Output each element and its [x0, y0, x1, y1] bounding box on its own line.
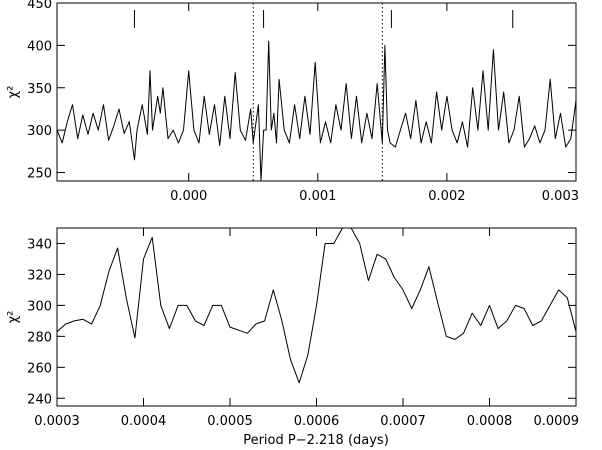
x-tick-label-2: 0.002	[428, 189, 465, 204]
series-line-0	[57, 228, 576, 384]
x-tick-label-3: 0.003	[542, 189, 579, 204]
y-tick-label-3: 300	[27, 299, 52, 314]
bottom-panel: 0.0003 0.0004 0.0005 0.0006 0.0007 0.0008 0.00…	[6, 227, 580, 448]
x-tick-label-0: 0.000	[170, 189, 207, 204]
x-tick-label-3: 0.0006	[294, 414, 340, 429]
y-tick-label-4: 450	[27, 0, 52, 12]
y-tick-label-0: 250	[27, 167, 52, 182]
x-tick-label-2: 0.0005	[207, 414, 253, 429]
y-tick-label-3: 400	[27, 39, 52, 54]
bottom-x-axis-label: Period P−2.218 (days)	[243, 433, 389, 448]
x-tick-label-1: 0.0004	[121, 414, 167, 429]
x-tick-label-5: 0.0008	[467, 414, 513, 429]
bottom-y-axis-label: χ²	[6, 311, 21, 324]
y-tick-label-0: 240	[27, 392, 52, 407]
y-tick-label-1: 300	[27, 124, 52, 139]
x-tick-label-4: 0.0007	[380, 414, 426, 429]
x-tick-label-1: 0.001	[299, 189, 336, 204]
y-tick-label-2: 280	[27, 330, 52, 345]
top-y-axis-label: χ²	[6, 86, 21, 99]
bottom-frame	[56, 227, 577, 407]
top-panel: 0.000 0.001 0.002 0.003 250 300 350 400 450 χ²	[6, 0, 579, 204]
y-tick-label-5: 340	[27, 237, 52, 252]
y-tick-label-4: 320	[27, 268, 52, 283]
x-tick-label-6: 0.0009	[534, 414, 580, 429]
top-frame	[56, 2, 577, 182]
x-tick-label-0: 0.0003	[34, 414, 80, 429]
y-tick-label-2: 350	[27, 82, 52, 97]
y-tick-label-1: 260	[27, 361, 52, 376]
series-line-0	[57, 40, 576, 181]
